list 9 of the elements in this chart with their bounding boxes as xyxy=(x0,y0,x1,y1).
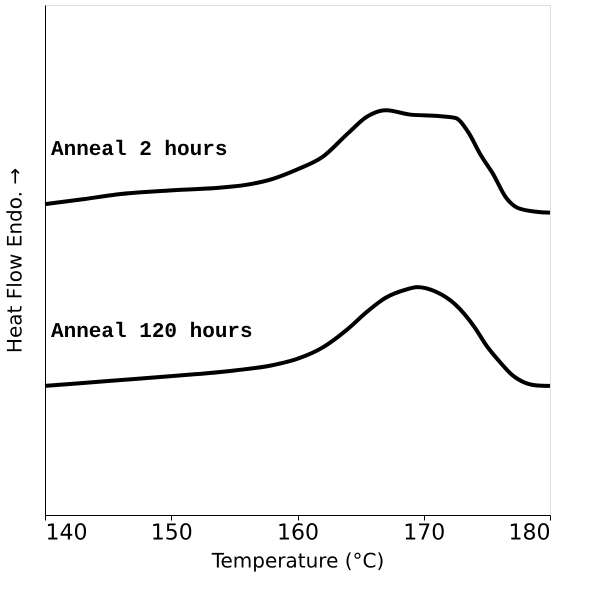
x-tick-label: 150 xyxy=(150,520,193,546)
x-axis-title: Temperature (°C) xyxy=(210,548,384,572)
x-tick-label: 180 xyxy=(508,520,550,546)
x-tick-label: 170 xyxy=(403,520,446,546)
x-tick-label: 140 xyxy=(46,520,88,546)
y-axis-title: Heat Flow Endo. → xyxy=(2,168,26,354)
series-label: Anneal 2 hours xyxy=(51,139,228,162)
series-label: Anneal 120 hours xyxy=(51,320,253,344)
x-tick-label: 160 xyxy=(277,520,319,546)
